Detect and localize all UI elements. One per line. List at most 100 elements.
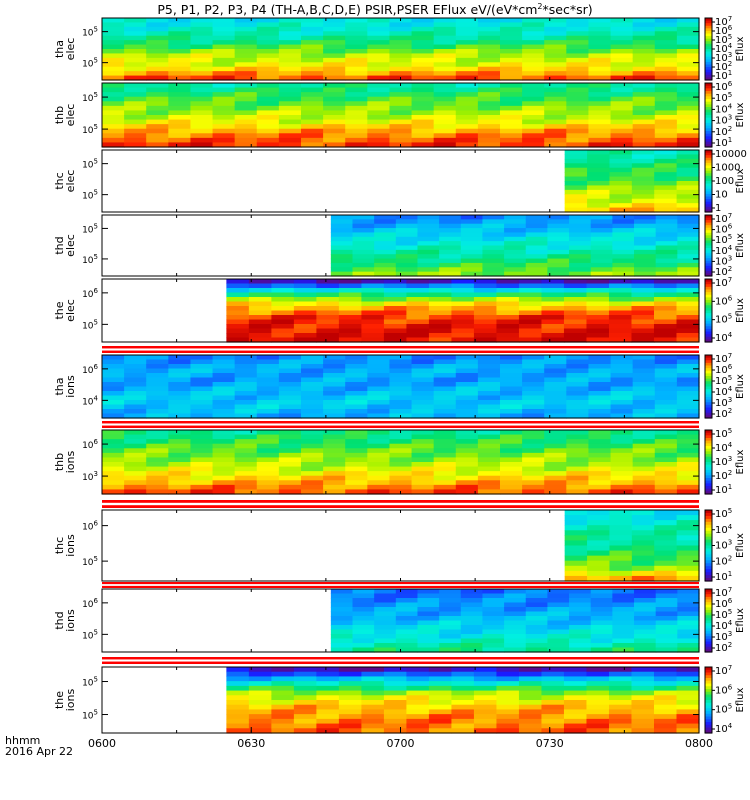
heatmap-cell bbox=[256, 489, 280, 495]
heatmap-cell bbox=[124, 395, 147, 401]
heatmap-cell bbox=[654, 181, 678, 187]
heatmap-cell bbox=[168, 128, 192, 134]
heatmap-cell bbox=[374, 271, 397, 277]
panel-label: thaelec bbox=[53, 38, 77, 61]
heatmap-cell bbox=[587, 560, 611, 567]
heatmap-cell bbox=[234, 471, 258, 477]
heatmap-cell bbox=[609, 189, 633, 195]
heatmap-cell bbox=[500, 448, 523, 454]
heatmap-cell bbox=[316, 714, 340, 720]
colorbar-swatch bbox=[705, 557, 712, 561]
colorbar-swatch bbox=[705, 727, 712, 731]
heatmap-cell bbox=[482, 598, 505, 604]
heatmap-cell bbox=[564, 194, 588, 200]
heatmap-cell bbox=[248, 319, 272, 325]
heatmap-cell bbox=[411, 87, 435, 93]
heatmap-cell bbox=[146, 128, 169, 134]
colorbar-swatch bbox=[705, 435, 712, 439]
heatmap-cell bbox=[566, 31, 590, 37]
heatmap-cell bbox=[632, 439, 656, 445]
heatmap-cell bbox=[361, 288, 385, 294]
heatmap-cell bbox=[590, 232, 613, 238]
heatmap-cell bbox=[477, 92, 501, 98]
heatmap-cell bbox=[389, 87, 413, 93]
heatmap-cell bbox=[632, 355, 656, 361]
heatmap-cell bbox=[455, 400, 479, 406]
colorbar-swatch bbox=[705, 689, 712, 693]
heatmap-cell bbox=[256, 49, 280, 55]
heatmap-cell bbox=[248, 700, 272, 706]
heatmap-cell bbox=[587, 203, 611, 209]
heatmap-cell bbox=[500, 484, 523, 491]
heatmap-cell bbox=[212, 434, 236, 440]
colorbar-swatch bbox=[705, 173, 712, 177]
heatmap-cell bbox=[500, 430, 523, 436]
heatmap-cell bbox=[477, 434, 501, 440]
heatmap-cell bbox=[525, 241, 549, 247]
heatmap-cell bbox=[367, 40, 391, 46]
heatmap-cell bbox=[330, 634, 354, 640]
heatmap-cell bbox=[522, 92, 545, 98]
heatmap-cell bbox=[345, 480, 368, 486]
heatmap-cell bbox=[632, 44, 656, 50]
heatmap-cell bbox=[676, 22, 700, 28]
heatmap-cell bbox=[234, 115, 258, 121]
heatmap-cell bbox=[367, 404, 391, 410]
heatmap-cell bbox=[504, 602, 527, 608]
heatmap-cell bbox=[522, 110, 545, 116]
heatmap-cell bbox=[367, 377, 391, 383]
heatmap-cell bbox=[383, 337, 408, 343]
heatmap-cell bbox=[146, 87, 169, 93]
heatmap-cell bbox=[345, 355, 368, 361]
heatmap-cell bbox=[566, 75, 590, 81]
heatmap-cell bbox=[323, 124, 346, 130]
heatmap-cell bbox=[525, 634, 549, 640]
heatmap-cell bbox=[190, 462, 214, 468]
heatmap-cell bbox=[338, 709, 363, 715]
heatmap-cell bbox=[383, 667, 408, 673]
heatmap-cell bbox=[330, 245, 354, 251]
heatmap-cell bbox=[234, 40, 258, 46]
heatmap-cell bbox=[234, 57, 258, 63]
heatmap-cell bbox=[473, 333, 498, 339]
heatmap-cell bbox=[653, 685, 678, 692]
heatmap-cell bbox=[460, 249, 484, 255]
heatmap-cell bbox=[634, 607, 657, 613]
heatmap-cell bbox=[190, 409, 214, 415]
heatmap-cell bbox=[146, 395, 169, 401]
heatmap-cell bbox=[278, 31, 302, 37]
heatmap-cell bbox=[541, 301, 565, 307]
heatmap-cell bbox=[477, 475, 501, 481]
heatmap-cell bbox=[256, 22, 280, 28]
heatmap-cell bbox=[406, 306, 430, 312]
heatmap-cell bbox=[632, 96, 656, 102]
heatmap-cell bbox=[522, 462, 545, 468]
heatmap-cell bbox=[411, 404, 435, 410]
heatmap-cell bbox=[631, 301, 655, 307]
heatmap-cell bbox=[590, 215, 613, 220]
heatmap-cell bbox=[248, 667, 272, 673]
heatmap-cell bbox=[676, 530, 700, 536]
heatmap-cell bbox=[451, 297, 475, 303]
heatmap-cell bbox=[631, 176, 655, 182]
heatmap-cell bbox=[367, 128, 391, 134]
heatmap-cell bbox=[632, 18, 656, 24]
heatmap-cell bbox=[323, 368, 346, 374]
heatmap-cell bbox=[361, 695, 385, 701]
heatmap-cell bbox=[330, 241, 354, 247]
heatmap-cell bbox=[383, 333, 408, 339]
heatmap-cell bbox=[455, 115, 479, 121]
heatmap-cell bbox=[411, 409, 435, 415]
heatmap-cell bbox=[248, 328, 272, 334]
heatmap-cell bbox=[541, 695, 565, 701]
heatmap-cell bbox=[451, 319, 475, 325]
heatmap-cell bbox=[433, 382, 457, 388]
heatmap-cell bbox=[190, 18, 214, 24]
heatmap-cell bbox=[411, 142, 435, 148]
heatmap-cell bbox=[563, 723, 588, 729]
colorbar-swatch bbox=[705, 318, 712, 322]
heatmap-cell bbox=[271, 333, 295, 339]
colorbar-swatch bbox=[705, 227, 712, 231]
colorbar-swatch bbox=[705, 607, 712, 611]
heatmap-cell bbox=[477, 53, 501, 59]
